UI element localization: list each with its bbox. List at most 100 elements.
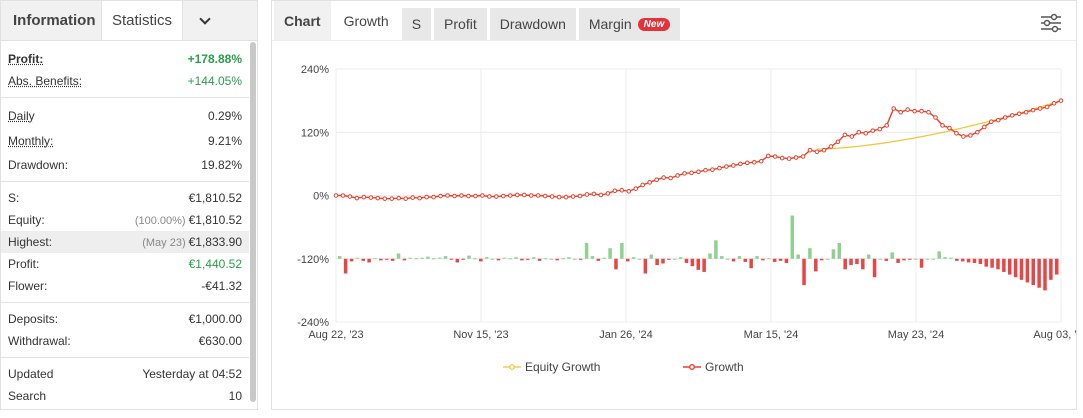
growth-point bbox=[396, 195, 402, 201]
bar bbox=[437, 257, 442, 259]
legend-equity[interactable]: Equity Growth bbox=[503, 360, 600, 374]
tab-margin[interactable]: Margin New bbox=[578, 8, 681, 40]
bar bbox=[514, 257, 518, 259]
tab-profit[interactable]: Profit bbox=[434, 8, 487, 40]
stat-updated: Updated Yesterday at 04:52 bbox=[1, 363, 249, 385]
growth-point bbox=[563, 194, 569, 200]
bar bbox=[661, 258, 665, 264]
legend: Equity Growth Growth bbox=[503, 360, 744, 374]
growth-point bbox=[528, 193, 534, 198]
stat-s: S: €1,810.52 bbox=[1, 187, 249, 209]
growth-point bbox=[1002, 115, 1008, 120]
bar bbox=[843, 258, 847, 270]
stat-label: Deposits: bbox=[8, 312, 59, 326]
bar bbox=[649, 254, 653, 259]
growth-point bbox=[480, 193, 485, 198]
bar bbox=[872, 258, 877, 278]
growth-point bbox=[640, 182, 646, 188]
bar bbox=[919, 258, 924, 268]
bar bbox=[972, 258, 977, 263]
tabs-dropdown-button[interactable] bbox=[183, 1, 227, 40]
stat-label[interactable]: Monthly: bbox=[8, 134, 54, 148]
growth-point bbox=[744, 160, 750, 166]
bar bbox=[837, 242, 842, 259]
growth-point bbox=[382, 196, 388, 201]
stat-label: Equity: bbox=[8, 213, 45, 227]
bar bbox=[725, 258, 730, 260]
bar bbox=[672, 258, 677, 260]
growth-point bbox=[891, 106, 896, 111]
growth-point bbox=[758, 158, 764, 164]
sliders-icon[interactable] bbox=[1040, 13, 1062, 33]
growth-point bbox=[577, 193, 583, 199]
tab-chart[interactable]: Chart bbox=[274, 1, 331, 40]
bar bbox=[902, 258, 906, 261]
bar bbox=[890, 252, 894, 259]
growth-point bbox=[947, 125, 952, 131]
growth-point bbox=[982, 124, 987, 130]
growth-point bbox=[1023, 109, 1029, 115]
growth-point bbox=[445, 193, 450, 198]
bar bbox=[966, 258, 971, 263]
y-tick-label: 0% bbox=[313, 191, 329, 203]
tab-drawdown[interactable]: Drawdown bbox=[489, 8, 576, 40]
growth-point bbox=[410, 195, 415, 200]
growth-point bbox=[724, 164, 729, 169]
growth-point bbox=[919, 108, 924, 114]
stat-label[interactable]: Profit: bbox=[8, 52, 44, 66]
growth-point bbox=[884, 123, 890, 128]
growth-point bbox=[501, 193, 506, 199]
stat-abs-benefits: Abs. Benefits: +144.05% bbox=[1, 70, 249, 92]
tab-growth[interactable]: Growth bbox=[333, 1, 399, 40]
growth-point bbox=[898, 109, 903, 115]
bar bbox=[590, 256, 595, 259]
bar bbox=[720, 256, 724, 259]
x-tick-label: Jan 26, '24 bbox=[599, 329, 652, 341]
legend-growth-label: Growth bbox=[705, 360, 744, 374]
growth-point bbox=[466, 193, 471, 199]
growth-point bbox=[800, 154, 806, 159]
bar bbox=[737, 256, 742, 259]
growth-point bbox=[368, 195, 374, 200]
bar bbox=[814, 258, 818, 272]
bar bbox=[537, 258, 542, 261]
bar bbox=[408, 257, 413, 259]
stat-value: 19.82% bbox=[201, 158, 242, 172]
growth-point bbox=[333, 193, 339, 198]
bar bbox=[749, 258, 753, 269]
bar bbox=[620, 242, 624, 259]
bar bbox=[849, 258, 853, 266]
growth-point bbox=[995, 117, 1001, 123]
stat-label[interactable]: Abs. Benefits: bbox=[8, 74, 83, 88]
legend-growth[interactable]: Growth bbox=[683, 360, 744, 374]
stat-label: Flower: bbox=[8, 279, 48, 293]
bar bbox=[855, 258, 859, 265]
bar bbox=[402, 258, 407, 261]
growth-point bbox=[765, 153, 771, 159]
stat-daily: Daily 0.29% bbox=[1, 103, 249, 128]
stat-value: 0.29% bbox=[207, 108, 242, 123]
tab-statistics[interactable]: Statistics bbox=[101, 1, 184, 40]
growth-point bbox=[786, 156, 792, 161]
bar bbox=[1013, 258, 1018, 278]
bar bbox=[790, 215, 795, 259]
bar bbox=[414, 258, 418, 260]
tab-s[interactable]: S bbox=[401, 8, 432, 40]
stat-label[interactable]: Daily bbox=[8, 108, 35, 123]
growth-point bbox=[549, 194, 555, 199]
stat-amount: €1,810.52 bbox=[188, 213, 242, 227]
bar bbox=[367, 258, 371, 263]
growth-point bbox=[926, 109, 931, 115]
bar bbox=[1031, 258, 1035, 286]
growth-point bbox=[675, 173, 680, 178]
new-badge: New bbox=[637, 17, 671, 31]
stat-label: Updated bbox=[8, 367, 54, 381]
growth-point bbox=[703, 167, 708, 173]
tab-label: Margin bbox=[588, 16, 632, 32]
growth-point bbox=[738, 161, 743, 167]
scrollbar[interactable] bbox=[250, 42, 256, 402]
bar bbox=[702, 258, 706, 272]
bar bbox=[866, 254, 871, 259]
bar bbox=[667, 258, 671, 260]
tab-information[interactable]: Information bbox=[13, 12, 96, 29]
